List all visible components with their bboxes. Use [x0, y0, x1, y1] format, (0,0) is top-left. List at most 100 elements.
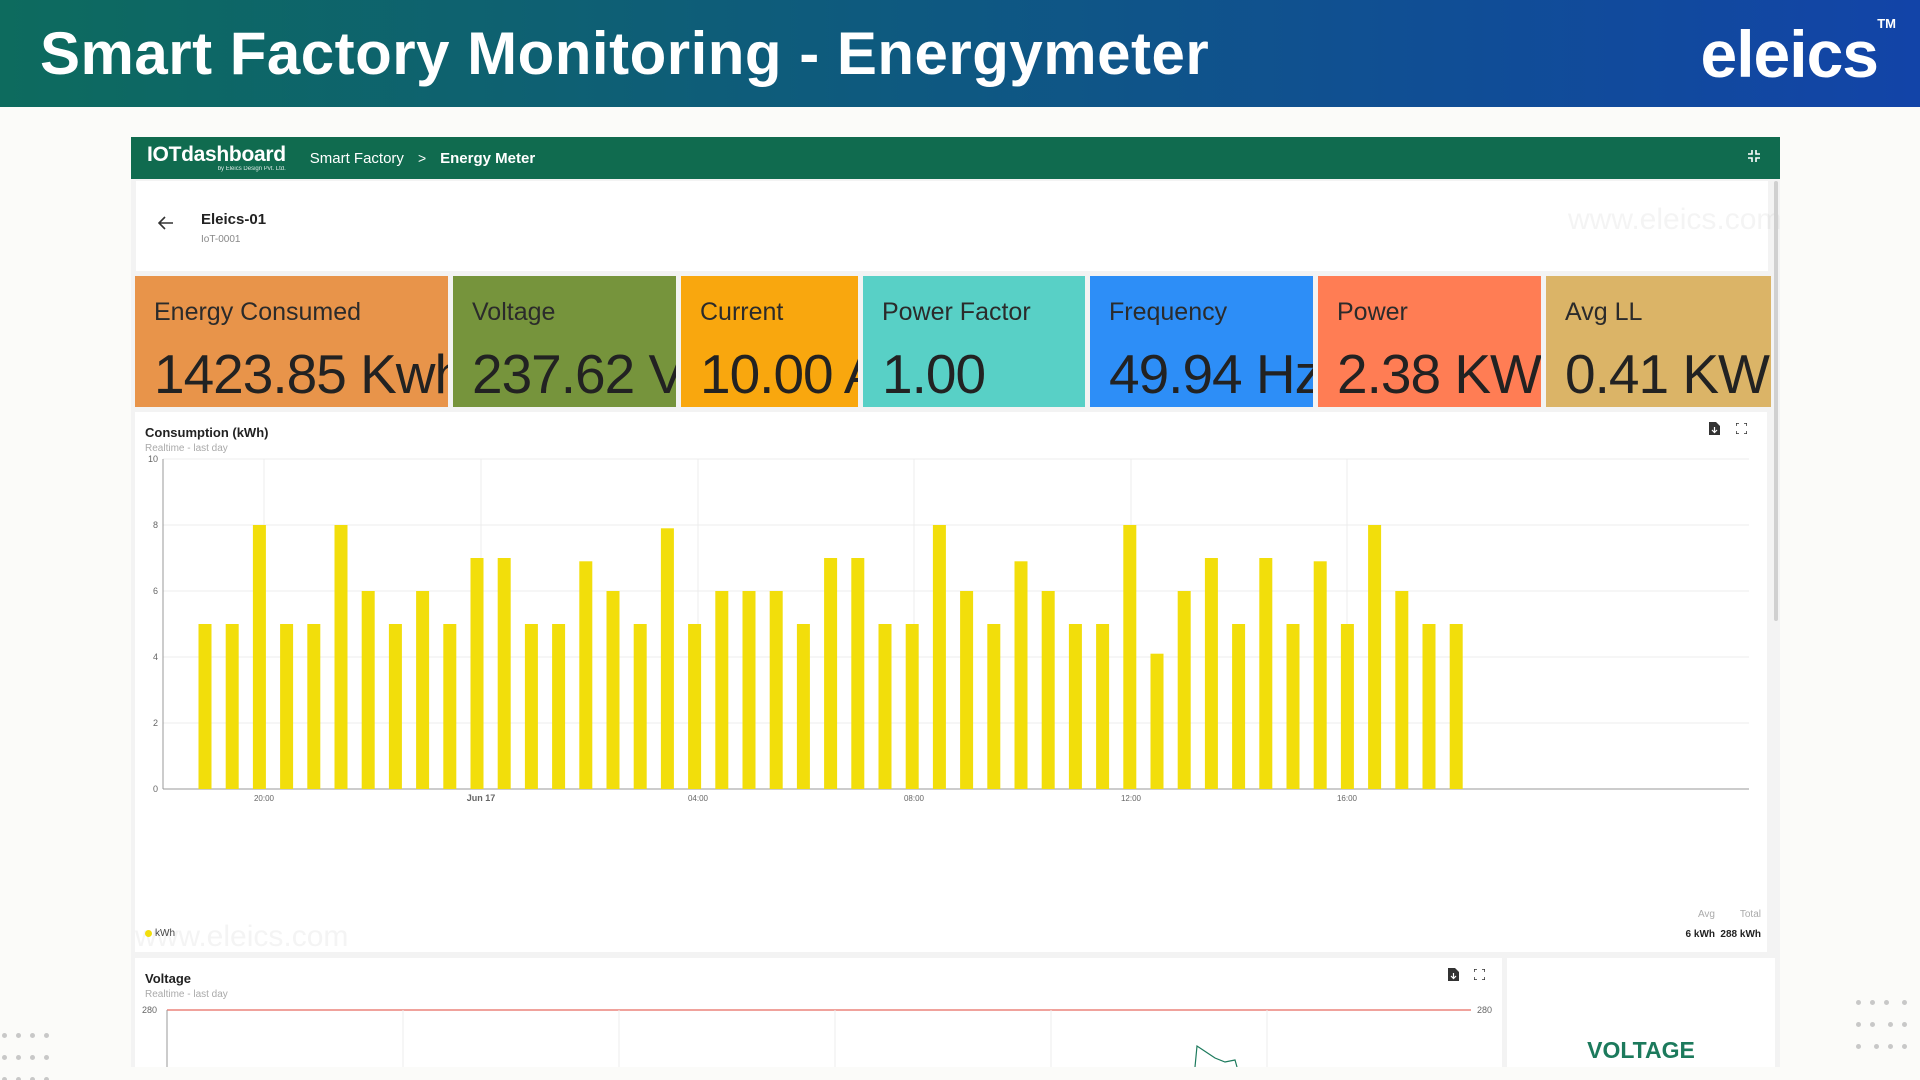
dashboard-app: IOTdashboard by Eleics Design Pvt. Ltd. …: [131, 137, 1780, 1067]
x-tick-label: 12:00: [1121, 794, 1142, 803]
bar: [824, 558, 838, 789]
card-value: 2.38 KW: [1337, 343, 1541, 405]
card-power: Power 2.38 KW: [1318, 276, 1541, 407]
bar: [198, 624, 212, 789]
legend-swatch: [145, 929, 152, 937]
decorative-dots: [1856, 1000, 1920, 1066]
card-energy-consumed: Energy Consumed 1423.85 Kwh: [135, 276, 448, 407]
card-frequency: Frequency 49.94 Hz: [1090, 276, 1313, 407]
card-label: Avg LL: [1565, 298, 1643, 326]
voltage-gauge-label: VOLTAGE: [1587, 1037, 1695, 1063]
trademark-mark: TM: [1877, 15, 1896, 31]
bar: [1422, 624, 1436, 789]
voltage-y-tick: 280: [142, 1005, 157, 1015]
bar: [280, 624, 294, 789]
bar: [524, 624, 538, 789]
card-current: Current 10.00 A: [681, 276, 858, 407]
x-tick-label: 08:00: [904, 794, 925, 803]
banner-title: Smart Factory Monitoring - Energymeter: [40, 20, 1210, 87]
bar: [1313, 561, 1327, 789]
voltage-chart-panel: Voltage Realtime - last day 280 280: [135, 958, 1502, 1067]
bar: [1286, 624, 1300, 789]
bar: [769, 591, 783, 789]
bar: [1232, 624, 1246, 789]
voltage-series-line: [1194, 1044, 1238, 1067]
bar: [1395, 591, 1409, 789]
bar: [1041, 591, 1055, 789]
card-label: Energy Consumed: [154, 298, 362, 326]
card-value: 1423.85 Kwh: [154, 343, 448, 405]
bar: [416, 591, 430, 789]
bar: [660, 528, 674, 789]
avg-label: Avg: [1697, 909, 1715, 920]
card-value: 237.62 V: [472, 343, 676, 405]
voltage-gauge-panel: VOLTAGE: [1507, 958, 1775, 1067]
bar: [225, 624, 239, 789]
y-tick-label: 2: [153, 718, 158, 728]
card-power-factor: Power Factor 1.00: [863, 276, 1085, 407]
card-label: Power: [1337, 298, 1408, 326]
app-logo-text: IOTdashboard: [147, 143, 286, 166]
exit-fullscreen-icon[interactable]: [1744, 149, 1764, 167]
bar: [688, 624, 702, 789]
x-tick-label: 20:00: [254, 794, 275, 803]
scrollbar[interactable]: [1774, 181, 1778, 621]
decorative-dots: [2, 1033, 72, 1080]
breadcrumb-smart-factory[interactable]: Smart Factory: [309, 149, 404, 167]
breadcrumb-energy-meter: Energy Meter: [440, 149, 536, 167]
bar: [606, 591, 620, 789]
voltage-subtitle: Realtime - last day: [145, 989, 228, 1000]
consumption-chart-panel: Consumption (kWh) Realtime - last day 0 2…: [135, 412, 1767, 953]
bar: [443, 624, 457, 789]
bar: [960, 591, 974, 789]
card-value: 49.94 Hz: [1109, 343, 1313, 405]
bar: [851, 558, 865, 789]
bar: [987, 624, 1001, 789]
back-arrow-icon[interactable]: [157, 213, 174, 236]
app-logo-subtext: by Eleics Design Pvt. Ltd.: [217, 166, 286, 172]
download-icon[interactable]: [1709, 422, 1720, 438]
y-tick-label: 0: [153, 784, 158, 794]
bar: [1449, 624, 1463, 789]
bar: [552, 624, 566, 789]
bar: [1068, 624, 1082, 789]
app-topbar: IOTdashboard by Eleics Design Pvt. Ltd. …: [131, 137, 1780, 179]
iotdashboard-logo[interactable]: IOTdashboard by Eleics Design Pvt. Ltd.: [147, 144, 286, 172]
bar: [1177, 591, 1191, 789]
bar: [307, 624, 321, 789]
bar: [1150, 653, 1164, 789]
download-icon[interactable]: [1448, 968, 1459, 984]
y-tick-label: 4: [153, 652, 158, 662]
avg-value: 6 kWh: [1685, 929, 1715, 940]
y-tick-label: 10: [148, 454, 158, 464]
voltage-title: Voltage: [145, 971, 191, 986]
bar: [1014, 561, 1028, 789]
voltage-right-tick: 280: [1477, 1005, 1492, 1015]
card-voltage: Voltage 237.62 V: [453, 276, 676, 407]
device-name: Eleics-01: [201, 211, 267, 228]
card-avg-ll: Avg LL 0.41 KW: [1546, 276, 1771, 407]
bar: [388, 624, 402, 789]
bar: [905, 624, 919, 789]
bar: [1368, 525, 1382, 789]
bar: [796, 624, 810, 789]
bar: [361, 591, 375, 789]
voltage-line-chart: 280 280: [142, 1005, 1492, 1067]
bar: [470, 558, 484, 789]
consumption-bar-chart: 0 2 4 6 8 10 20:00 Jun 17 04:00 08:00 12:00 16:00: [148, 454, 1749, 803]
legend-label: kWh: [155, 928, 175, 939]
card-label: Voltage: [472, 298, 556, 326]
card-value: 10.00 A: [700, 343, 858, 405]
avg-stat: Avg 6 kWh: [1675, 909, 1715, 940]
eleics-logo-text: eleics: [1700, 16, 1879, 91]
bar: [633, 624, 647, 789]
x-tick-label: 16:00: [1337, 794, 1358, 803]
y-tick-label: 6: [153, 586, 158, 596]
chart-legend[interactable]: kWh: [145, 928, 175, 939]
bar: [878, 624, 892, 789]
bar: [334, 525, 348, 789]
y-tick-label: 8: [153, 520, 158, 530]
bar: [579, 561, 593, 789]
bar: [1204, 558, 1218, 789]
watermark-text: www.eleics.com: [1568, 203, 1780, 236]
